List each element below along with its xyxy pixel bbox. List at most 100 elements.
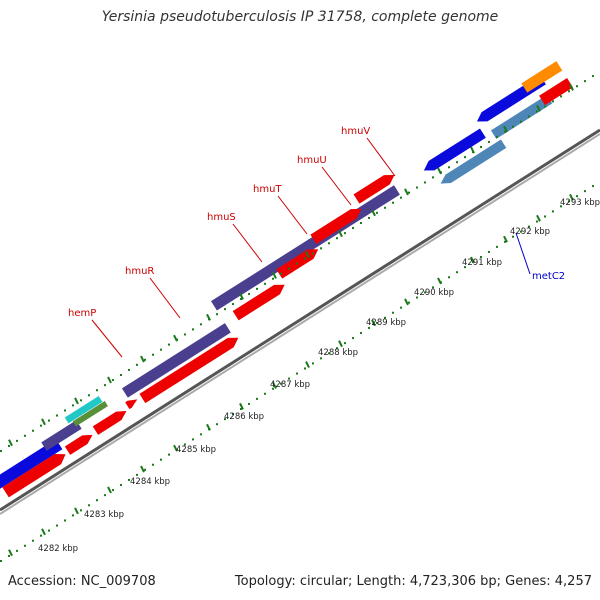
- inner-dot: [320, 357, 322, 360]
- outer-dot: [504, 130, 506, 133]
- outer-tick: [140, 355, 145, 363]
- cds-red-left[interactable]: [2, 454, 66, 498]
- inner-tick: [8, 549, 13, 557]
- inner-dot: [592, 185, 594, 188]
- inner-dot: [56, 524, 58, 527]
- tick-label: 4292 kbp: [510, 227, 550, 237]
- cds-red-right-body: [539, 78, 573, 106]
- cds-hmuSTUV-purple[interactable]: [211, 185, 400, 311]
- inner-tick: [74, 507, 79, 515]
- cds-blue-mid[interactable]: [423, 128, 486, 171]
- outer-dot: [376, 211, 378, 214]
- gene-label-metC2[interactable]: metC2: [532, 271, 565, 282]
- genome-summary-text: Topology: circular; Length: 4,723,306 bp…: [234, 574, 592, 589]
- gene-label-hmuT[interactable]: hmuT: [253, 184, 282, 195]
- inner-tick: [305, 361, 310, 369]
- gene-label-hmuV[interactable]: hmuV: [341, 126, 370, 137]
- cds-hmuV-body: [353, 174, 395, 204]
- gene-label-hmuS[interactable]: hmuS: [207, 212, 236, 223]
- cds-red-small[interactable]: [92, 410, 127, 435]
- cds-purple-left-body: [41, 420, 82, 451]
- outer-dot: [112, 379, 114, 382]
- cds-hmuV[interactable]: [353, 174, 395, 204]
- outer-tick: [404, 188, 409, 196]
- cds-hmuS[interactable]: [232, 284, 285, 321]
- cds-cyan[interactable]: [64, 395, 103, 424]
- outer-dot: [328, 242, 330, 245]
- inner-dot: [80, 509, 82, 512]
- outer-dot: [224, 308, 226, 311]
- outer-tick: [536, 104, 541, 112]
- inner-tick: [404, 298, 409, 306]
- inner-dot: [272, 387, 274, 390]
- gene-label-hmuU[interactable]: hmuU: [297, 155, 327, 166]
- outer-dot: [584, 80, 586, 83]
- outer-tick-track: 4282 kbp 4283 kbp 4284 kbp 4285 kbp 4286 kbp…: [0, 75, 600, 554]
- outer-dot: [216, 313, 218, 316]
- gene-label-hemP[interactable]: hemP: [68, 308, 96, 319]
- inner-dot: [112, 489, 114, 492]
- inner-dot: [32, 539, 34, 542]
- outer-dot: [352, 227, 354, 230]
- inner-dot: [464, 266, 466, 269]
- cds-blue-left[interactable]: [0, 439, 63, 493]
- outer-tick: [206, 313, 211, 321]
- outer-dot: [232, 303, 234, 306]
- outer-tick: [470, 146, 475, 154]
- outer-dot: [288, 267, 290, 270]
- inner-dot: [136, 473, 138, 476]
- cds-hmuU[interactable]: [310, 208, 362, 244]
- cds-green[interactable]: [72, 401, 108, 427]
- outer-dot: [240, 298, 242, 300]
- inner-tick-track: [0, 185, 594, 562]
- inner-tick: [437, 277, 442, 285]
- outer-dot: [152, 353, 154, 356]
- gene-label-hmuR[interactable]: hmuR: [125, 266, 154, 277]
- cds-red-right[interactable]: [539, 78, 573, 106]
- outer-dot: [128, 368, 130, 371]
- inner-tick: [206, 423, 211, 431]
- inner-dot: [424, 291, 426, 294]
- tick-label: 4286 kbp: [224, 412, 264, 422]
- inner-dot: [360, 332, 362, 334]
- outer-dot: [488, 140, 490, 143]
- cds-hmuR-purple[interactable]: [121, 323, 231, 398]
- outer-dot: [8, 444, 10, 447]
- inner-dot: [576, 195, 578, 198]
- outer-tick: [503, 125, 508, 133]
- outer-tick: [338, 230, 343, 238]
- map-title: Yersinia pseudotuberculosis IP 31758, co…: [101, 9, 499, 25]
- inner-dot: [48, 529, 50, 532]
- outer-dot: [528, 115, 530, 118]
- cds-metC2[interactable]: [440, 139, 507, 184]
- cds-metC2-body: [440, 139, 507, 184]
- inner-dot: [368, 326, 370, 329]
- outer-dot: [40, 424, 42, 427]
- inner-dot: [120, 484, 122, 486]
- inner-dot: [144, 468, 146, 471]
- inner-dot: [344, 342, 346, 345]
- inner-tick: [503, 235, 508, 243]
- cds-purple-left[interactable]: [41, 420, 82, 451]
- cds-hmuS-body: [232, 284, 285, 321]
- inner-dot: [256, 397, 258, 400]
- gene-leader-line: [515, 232, 531, 275]
- outer-tick: [371, 209, 376, 217]
- cds-hemP[interactable]: [125, 399, 138, 410]
- tick-label: 4290 kbp: [414, 288, 454, 298]
- inner-dot: [128, 478, 130, 481]
- inner-dot: [584, 190, 586, 193]
- cds-red-left-2[interactable]: [64, 434, 93, 455]
- inner-dot: [384, 316, 386, 319]
- inner-tick: [173, 444, 178, 452]
- outer-dot: [264, 282, 266, 285]
- outer-dot: [0, 450, 2, 452]
- cds-orange[interactable]: [521, 61, 563, 93]
- outer-dot: [96, 389, 98, 392]
- outer-dot: [200, 323, 202, 326]
- outer-tick: [41, 418, 46, 426]
- cds-hmuR[interactable]: [139, 337, 239, 404]
- inner-dot: [192, 438, 194, 441]
- outer-dot: [296, 262, 298, 265]
